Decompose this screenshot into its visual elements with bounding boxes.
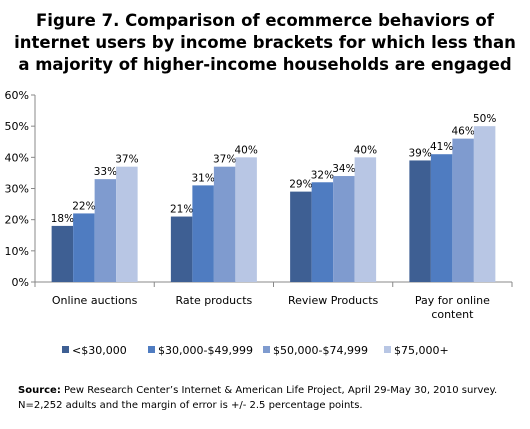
bar	[213, 166, 236, 282]
legend-label: $30,000-$49,999	[158, 344, 253, 357]
y-tick-label: 40%	[5, 151, 29, 164]
bar-chart: 0%10%20%30%40%50%60%18%22%33%37%Online a…	[5, 89, 513, 357]
data-label: 39%	[408, 147, 431, 159]
bar	[192, 185, 214, 282]
chart-title: Figure 7. Comparison of ecommerce behavi…	[10, 10, 520, 76]
data-label: 34%	[332, 163, 355, 175]
data-label: 41%	[430, 141, 453, 153]
category-label: content	[431, 308, 474, 321]
data-label: 40%	[234, 144, 257, 156]
bar	[409, 160, 431, 282]
data-label: 31%	[191, 172, 214, 184]
bar	[116, 166, 138, 282]
data-label: 29%	[289, 179, 312, 191]
y-tick-label: 20%	[5, 214, 29, 227]
bar	[94, 179, 117, 282]
y-tick-label: 50%	[5, 120, 29, 133]
bar	[51, 225, 74, 282]
data-label: 21%	[170, 204, 193, 216]
chart-title-line: Figure 7. Comparison of ecommerce behavi…	[36, 11, 494, 30]
legend-swatch	[384, 346, 391, 353]
category-label: Pay for online	[415, 294, 490, 307]
legend-swatch	[62, 346, 69, 353]
y-tick-label: 10%	[5, 245, 29, 258]
bar	[452, 138, 474, 282]
y-tick-label: 0%	[12, 276, 29, 289]
data-label: 18%	[51, 213, 74, 225]
bar	[473, 126, 496, 283]
data-label: 32%	[311, 169, 334, 181]
legend-label: $75,000+	[394, 344, 449, 357]
legend-label: <$30,000	[72, 344, 127, 357]
data-label: 33%	[94, 166, 117, 178]
category-label: Rate products	[175, 294, 252, 307]
category-label: Online auctions	[52, 294, 138, 307]
data-label: 46%	[451, 126, 474, 138]
bar	[170, 216, 193, 282]
bar	[354, 157, 377, 282]
data-label: 40%	[354, 144, 377, 156]
bar	[235, 157, 257, 282]
y-tick-label: 30%	[5, 183, 29, 196]
bar	[290, 191, 312, 282]
data-label: 37%	[213, 154, 236, 166]
chart-title-line: internet users by income brackets for wh…	[14, 33, 516, 52]
legend-label: $50,000-$74,999	[273, 344, 368, 357]
legend-swatch	[263, 346, 270, 353]
legend-swatch	[148, 346, 155, 353]
source-label: Source:	[18, 385, 61, 396]
data-label: 50%	[473, 113, 496, 125]
y-tick-label: 60%	[5, 89, 29, 102]
bar	[430, 154, 453, 282]
data-label: 22%	[72, 200, 95, 212]
data-label: 37%	[115, 154, 138, 166]
source-text: Pew Research Center’s Internet & America…	[18, 385, 498, 411]
source-note: Source: Pew Research Center’s Internet &…	[18, 383, 518, 413]
bar	[73, 213, 95, 282]
bar	[311, 182, 334, 282]
bar	[333, 176, 355, 282]
chart-title-line: a majority of higher-income households a…	[18, 55, 512, 74]
category-label: Review Products	[288, 294, 379, 307]
